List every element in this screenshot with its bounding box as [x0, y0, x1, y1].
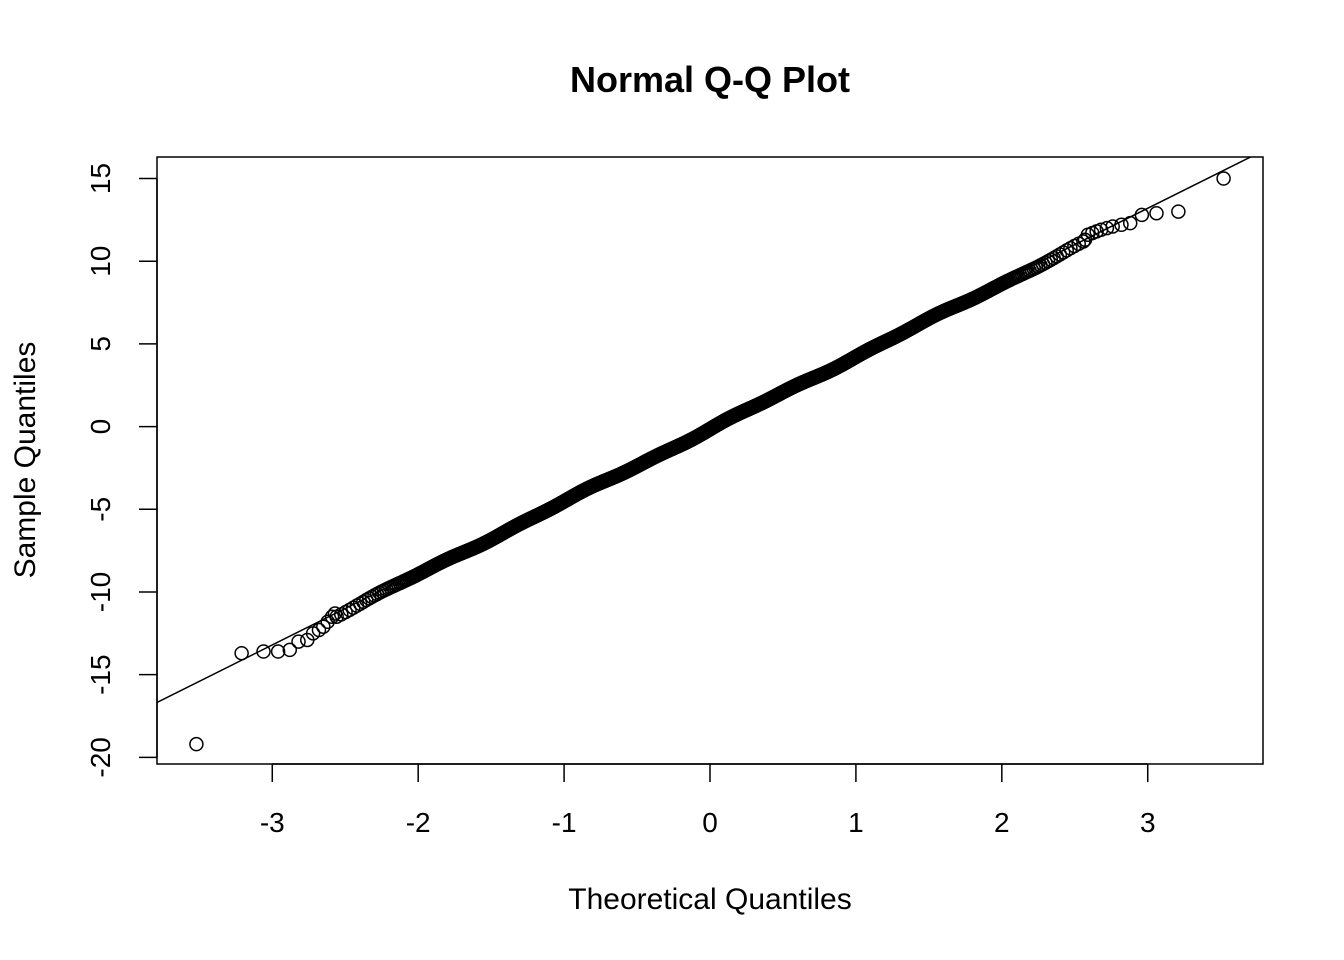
x-axis: -3 -2 -1 0 1 2 3: [260, 763, 1156, 838]
data-point: [1171, 204, 1186, 219]
data-point: [324, 609, 340, 625]
data-point: [316, 619, 331, 634]
x-tick-label: -3: [260, 807, 285, 838]
data-point: [1122, 215, 1138, 231]
x-tick-label: 0: [702, 807, 718, 838]
plot-frame: [156, 156, 1264, 765]
y-tick-label: -20: [85, 737, 116, 777]
data-point: [1114, 217, 1129, 233]
data-point: [1216, 171, 1231, 186]
data-point: [1059, 243, 1074, 258]
x-tick-label: 2: [994, 807, 1010, 838]
y-tick-label: -5: [85, 497, 116, 522]
y-tick-label: 10: [85, 246, 116, 277]
y-tick-label: 15: [85, 163, 116, 194]
data-point: [1134, 207, 1150, 223]
x-axis-label: Theoretical Quantiles: [568, 883, 851, 916]
data-point: [256, 644, 271, 659]
data-point: [189, 736, 204, 752]
data-point: [1099, 220, 1115, 236]
data-point: [234, 645, 249, 661]
y-tick-label: 5: [85, 336, 116, 352]
data-point: [320, 614, 335, 630]
y-axis: -20 -15 -10 -5 0 5 10 15: [85, 163, 158, 778]
data-point: [1055, 245, 1071, 260]
data-points: [189, 171, 1231, 752]
x-tick-label: -1: [552, 807, 577, 838]
y-tick-label: 0: [85, 419, 116, 435]
x-tick-label: -2: [406, 807, 431, 838]
x-tick-label: 3: [1140, 807, 1156, 838]
data-point: [291, 634, 306, 649]
data-point: [1149, 205, 1164, 221]
data-point: [311, 622, 327, 638]
y-tick-label: -10: [85, 572, 116, 612]
data-point: [1105, 219, 1120, 234]
chart-title: Normal Q-Q Plot: [570, 59, 850, 100]
y-axis-label: Sample Quantiles: [9, 342, 42, 579]
data-point: [282, 642, 298, 658]
data-point: [270, 644, 286, 659]
data-point: [1052, 247, 1068, 262]
data-point: [342, 602, 357, 618]
y-tick-label: -15: [85, 654, 116, 694]
x-tick-label: 1: [848, 807, 864, 838]
